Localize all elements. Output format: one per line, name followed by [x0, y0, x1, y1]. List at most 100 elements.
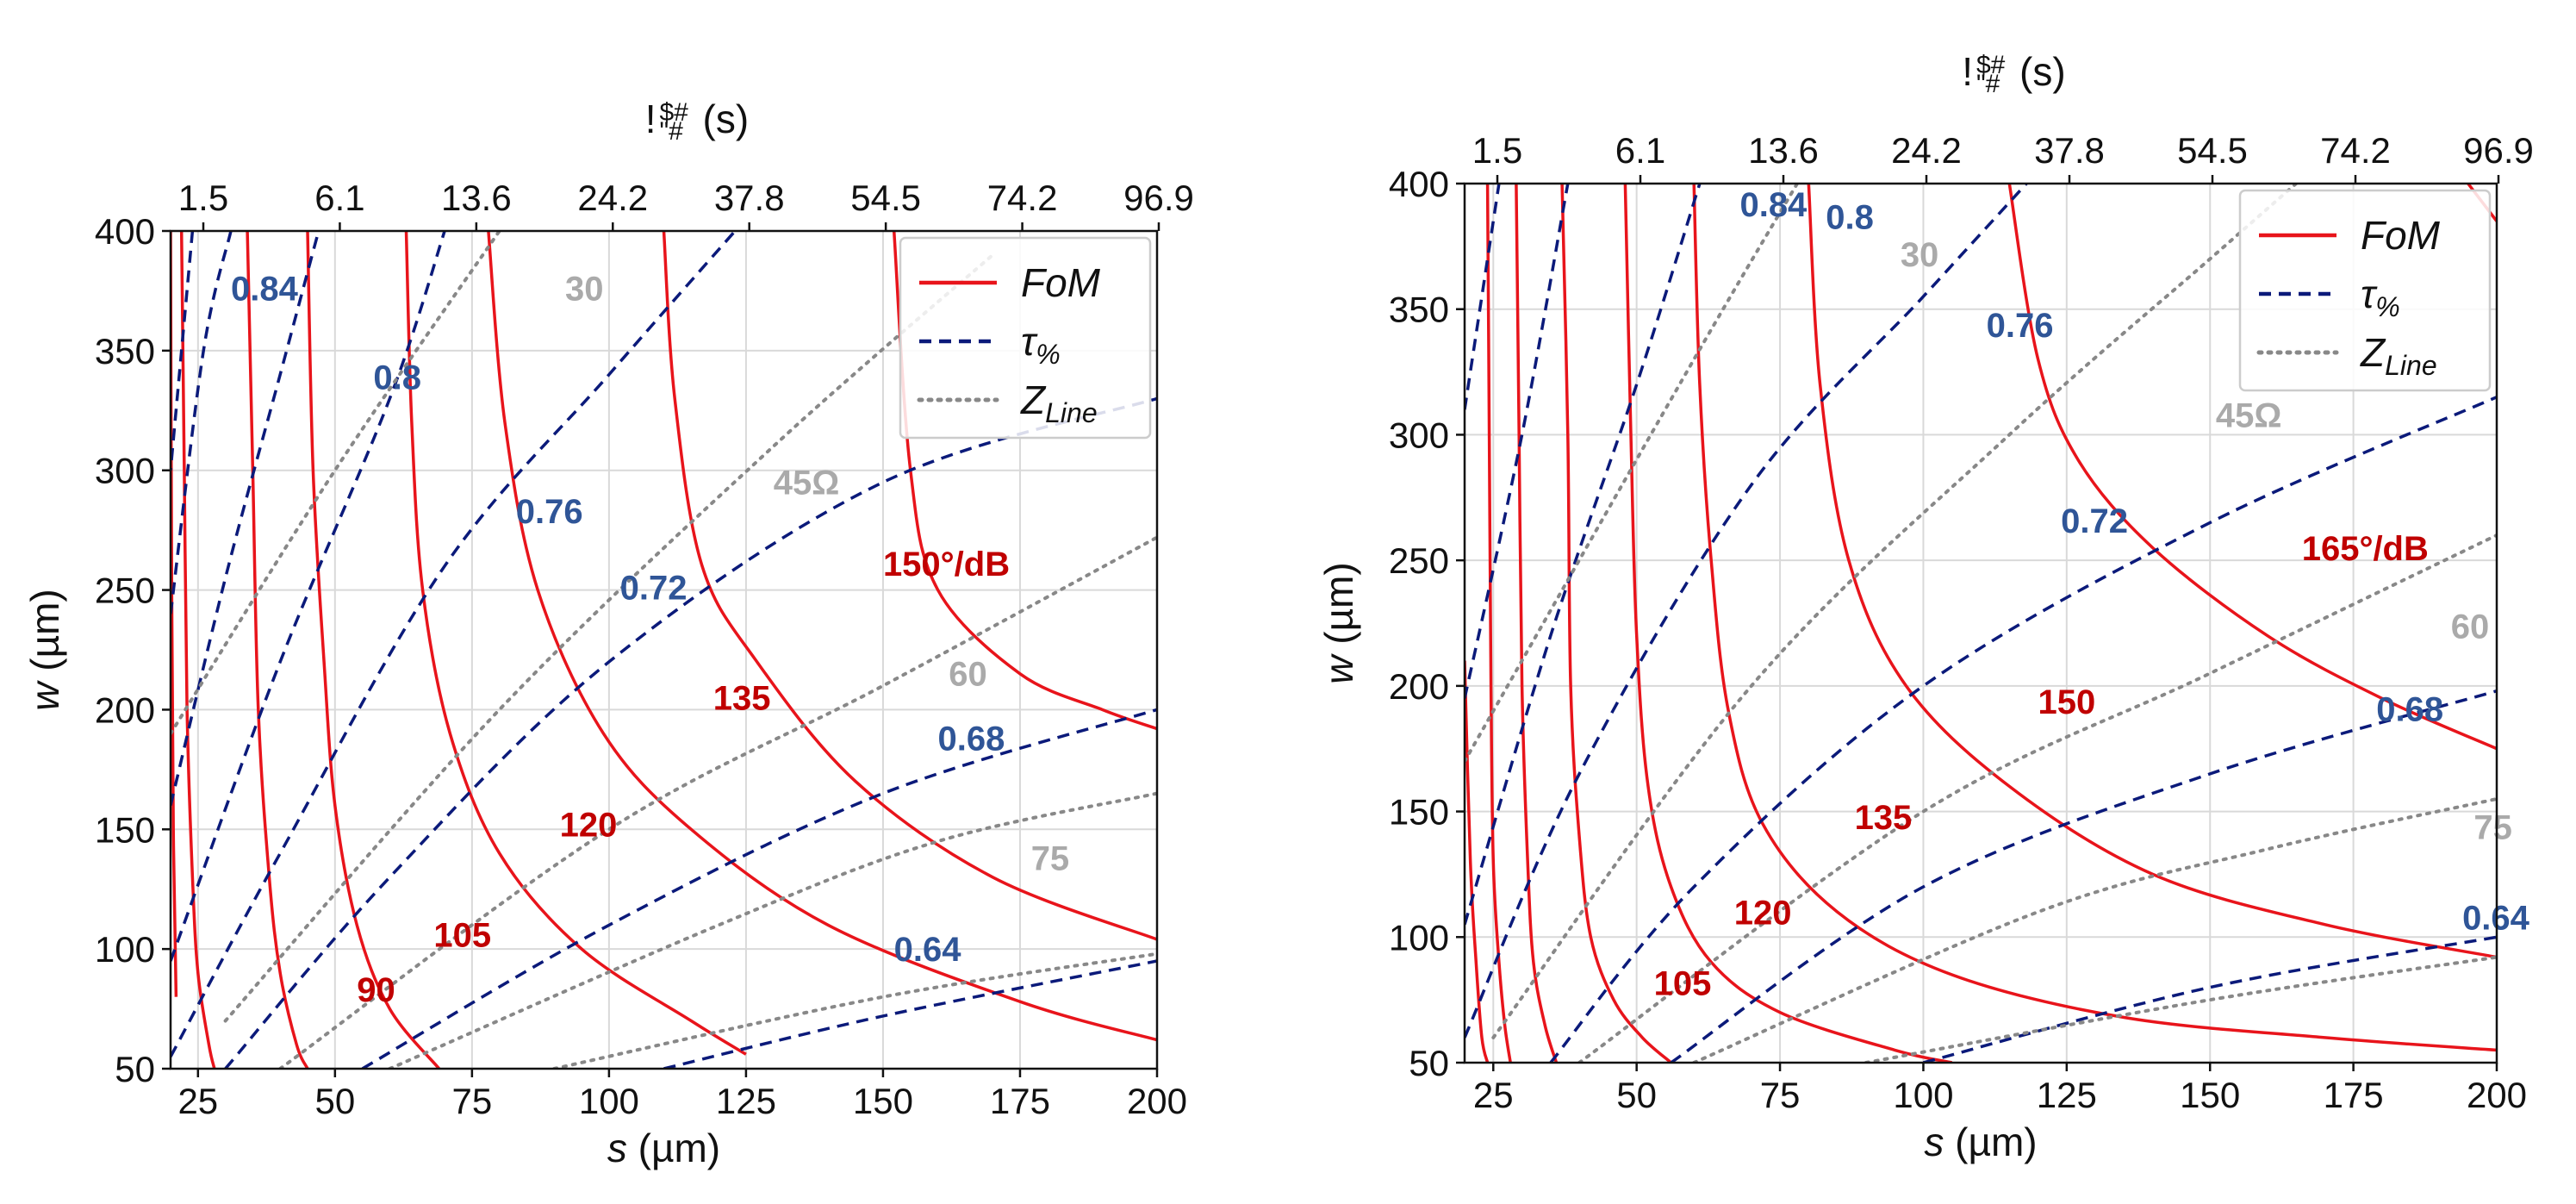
series-line-tau — [1465, 184, 1702, 926]
curve-label-tau: 0.8 — [1826, 198, 1874, 236]
curve-label-fom: 120 — [1734, 895, 1792, 933]
series-group — [171, 231, 1157, 1069]
series-line-zline — [388, 791, 1157, 1069]
x-tick-label: 175 — [990, 1081, 1050, 1121]
top-axis-title-sub: "# — [1976, 70, 2000, 98]
x-axis-title: s (µm) — [1924, 1120, 2037, 1164]
y-tick-label: 350 — [1389, 290, 1449, 330]
curve-label-zline: 45Ω — [2216, 397, 2282, 435]
curve-label-fom: 120 — [560, 807, 618, 845]
legend-entry-main: τ — [1021, 319, 1038, 364]
top-axis-title-sub: "# — [660, 117, 684, 146]
series-line-fom — [1515, 184, 1559, 1063]
top-axis-title-sup: $# — [1976, 51, 2006, 79]
series-line-zline — [171, 231, 501, 736]
curve-label-fom: 150°/dB — [883, 546, 1010, 583]
legend-box — [899, 236, 1152, 440]
top-tick-label: 74.2 — [2320, 130, 2391, 171]
y-tick-label: 50 — [115, 1049, 155, 1089]
plot-frame — [1463, 182, 2498, 1064]
x-tick-label: 75 — [452, 1081, 493, 1121]
curve-label-zline: 30 — [565, 271, 604, 309]
curve-label-tau: 0.64 — [894, 931, 962, 969]
curve-label-zline: 75 — [2473, 809, 2512, 847]
series-line-zline — [223, 253, 995, 1023]
series-line-zline — [1465, 184, 1799, 764]
y-tick-label: 100 — [95, 929, 155, 970]
series-line-fom — [1807, 184, 2497, 959]
series-line-fom — [404, 231, 747, 1056]
x-axis-var: s — [607, 1126, 627, 1170]
top-tick-label: 24.2 — [1891, 130, 1962, 171]
top-tick-label: 96.9 — [1123, 178, 1194, 218]
x-tick-label: 50 — [314, 1081, 355, 1121]
x-tick-label: 200 — [2467, 1075, 2527, 1115]
top-tick-label: 37.8 — [714, 178, 785, 218]
legend-entry: τ% — [1021, 319, 1061, 370]
series-line-tau — [1670, 689, 2497, 1063]
y-axis-unit: (µm) — [1316, 562, 1361, 655]
series-line-zline — [278, 535, 1157, 1069]
series-line-tau — [171, 231, 195, 471]
series-line-zline — [552, 951, 1157, 1069]
series-line-tau — [171, 231, 446, 962]
x-axis-unit: (µm) — [1944, 1120, 2037, 1164]
legend-entry-main: Z — [1020, 377, 1047, 422]
y-tick-label: 250 — [1389, 540, 1449, 581]
curve-label-fom: 105 — [1654, 964, 1712, 1002]
series-line-tau — [1465, 184, 1570, 699]
plot-frame — [169, 229, 1159, 1070]
series-line-tau — [1922, 935, 2497, 1063]
series-line-fom — [2007, 184, 2497, 751]
curve-label-tau: 0.8 — [373, 359, 421, 396]
series-line-tau — [1465, 184, 1501, 410]
curve-label-tau: 0.72 — [2061, 502, 2128, 540]
y-tick-label: 400 — [1389, 164, 1449, 204]
series-line-fom — [1560, 184, 1672, 1063]
legend-entry: ZLine — [2360, 330, 2437, 381]
top-axis-title-unit: (s) — [703, 97, 750, 141]
curve-label-tau: 0.68 — [2376, 691, 2443, 729]
series-line-zline — [1577, 533, 2497, 1063]
x-tick-label: 100 — [1893, 1075, 1953, 1115]
chart-right: 0.84 0.80.760.720.680.643045Ω6075165°/dB1… — [1316, 49, 2534, 1164]
top-tick-label: 6.1 — [314, 178, 364, 218]
top-axis-title-prefix: ! — [645, 97, 656, 141]
top-tick-label: 96.9 — [2463, 130, 2534, 171]
x-tick-label: 150 — [2180, 1075, 2240, 1115]
curve-label-zline: 75 — [1031, 839, 1070, 877]
legend-entry: ZLine — [1020, 377, 1098, 428]
series-line-tau — [171, 231, 320, 806]
top-tick-label: 54.5 — [850, 178, 921, 218]
x-tick-label: 200 — [1127, 1081, 1187, 1121]
curve-label-zline: 30 — [1901, 236, 1939, 274]
curve-label-fom: 135 — [713, 679, 771, 717]
y-tick-label: 50 — [1409, 1043, 1449, 1083]
series-line-fom — [246, 231, 309, 1069]
x-axis-var: s — [1924, 1120, 1944, 1164]
x-tick-label: 50 — [1616, 1075, 1657, 1115]
legend-entry: FoM — [1021, 260, 1101, 305]
curve-label-fom: 105 — [433, 916, 491, 954]
x-tick-label: 150 — [853, 1081, 913, 1121]
series-line-zline — [1491, 184, 2299, 1039]
legend-entry-sub: % — [2375, 291, 2399, 322]
x-tick-label: 175 — [2324, 1075, 2384, 1115]
legend-box — [2238, 189, 2492, 392]
series-line-tau — [171, 231, 737, 1057]
y-tick-label: 150 — [95, 809, 155, 850]
top-tick-label: 74.2 — [987, 178, 1058, 218]
top-tick-label: 13.6 — [441, 178, 512, 218]
y-tick-label: 300 — [1389, 415, 1449, 455]
chart-left: 0.84 0.8 0.76 0.72 0.68 0.64 30 45Ω 60 75 150°/dB 1… — [22, 97, 1194, 1170]
curve-label-tau: 0.72 — [620, 570, 688, 608]
legend: FoM τ% ZLine — [2238, 189, 2492, 392]
curve-label-fom: 135 — [1855, 799, 1913, 837]
x-tick-label: 100 — [579, 1081, 639, 1121]
series-line-fom — [1465, 660, 1490, 1063]
legend-entry-main: Z — [2360, 330, 2386, 375]
top-tick-label: 37.8 — [2034, 130, 2105, 171]
y-tick-label: 300 — [95, 451, 155, 491]
y-axis-title: w (µm) — [22, 589, 67, 710]
